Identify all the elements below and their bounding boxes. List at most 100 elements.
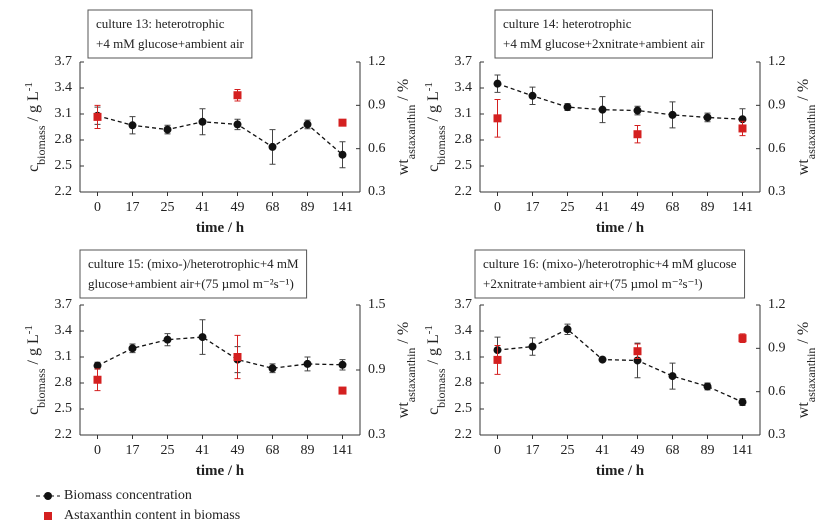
series-line [97,115,343,156]
y2-axis-label-part: astaxanthin [404,348,418,403]
y-axis-label-part: c [425,408,442,415]
y2-axis-label-part: astaxanthin [404,105,418,160]
y-tick-label: 2.8 [55,375,73,390]
y-tick-label: 2.2 [55,427,73,442]
data-point [668,110,677,119]
data-point [198,117,207,126]
y2-tick-label: 0.6 [768,384,786,399]
data-point [303,120,312,129]
x-tick-label: 68 [266,200,280,215]
y2-tick-label: 0.3 [768,427,786,442]
title-frame [474,249,746,299]
x-tick-label: 141 [732,200,753,215]
x-tick-label: 89 [701,443,715,458]
y-axis-label: cbiomass / g L-1 [23,82,48,172]
legend-label: Biomass concentration [64,488,192,503]
y-tick-label: 2.5 [55,158,73,173]
data-point [303,359,312,368]
x-tick-label: 68 [266,443,280,458]
data-point [163,125,172,134]
y-axis-label-part: / g L [25,334,42,368]
y-axis-label-part: biomass [434,125,448,165]
chart-title: culture 14: heterotrophic [503,16,632,31]
y-axis-label-part: c [425,165,442,172]
title-frame [494,9,713,59]
y-axis-label-part: -1 [423,325,435,334]
y2-tick-label: 0.9 [368,362,386,377]
data-point [233,91,242,100]
data-point [633,347,642,356]
data-point [93,361,102,370]
y-tick-label: 2.2 [55,184,73,199]
chart-title: culture 16: (mixo-)/heterotrophic+4 mM g… [483,256,737,271]
x-tick-label: 49 [631,200,645,215]
x-tick-label: 49 [631,443,645,458]
y2-axis-label-part: astaxanthin [804,105,818,160]
y-axis-label-part: biomass [34,125,48,165]
x-tick-label: 68 [666,443,680,458]
x-axis-label: time / h [596,220,645,236]
y-axis-label-part: c [25,165,42,172]
y2-tick-label: 0.3 [368,184,386,199]
x-tick-label: 89 [301,200,315,215]
x-tick-label: 25 [161,200,175,215]
legend-marker [44,492,52,500]
y-tick-label: 3.1 [455,349,473,364]
y2-axis-label-part: / % [395,322,412,348]
x-tick-label: 89 [301,443,315,458]
x-tick-label: 17 [126,443,140,458]
x-tick-label: 25 [561,200,575,215]
chart-title: +2xnitrate+ambient air+(75 µmol m⁻²s⁻¹) [483,276,703,291]
y2-tick-label: 1.5 [368,297,386,312]
x-tick-label: 41 [596,443,610,458]
x-tick-label: 0 [94,443,101,458]
y-tick-label: 3.1 [55,106,73,121]
x-tick-label: 89 [701,200,715,215]
y2-axis-label-part: astaxanthin [804,348,818,403]
data-point [338,150,347,159]
data-point [738,124,747,133]
x-axis-label: time / h [196,220,245,236]
data-point [738,398,747,407]
x-axis-label: time / h [196,463,245,479]
legend-marker [44,512,52,520]
y2-tick-label: 1.2 [768,54,786,69]
y2-tick-label: 1.2 [368,54,386,69]
y-tick-label: 3.4 [55,323,73,338]
y2-axis-label-part: wt [395,402,412,419]
y-axis-label: cbiomass / g L-1 [423,82,448,172]
y-axis-label-part: biomass [434,368,448,408]
y-axis-label-part: / g L [425,334,442,368]
data-point [563,103,572,112]
y-axis-label-part: biomass [34,368,48,408]
y-axis-label: cbiomass / g L-1 [23,325,48,415]
y-tick-label: 2.5 [455,401,473,416]
y2-axis-label-part: wt [795,159,812,176]
data-point [633,130,642,139]
y-tick-label: 2.8 [55,132,73,147]
y-tick-label: 3.1 [455,106,473,121]
y-tick-label: 3.4 [455,323,473,338]
x-tick-label: 17 [526,443,540,458]
y2-axis-label-part: / % [795,79,812,105]
data-point [598,105,607,114]
title-box: culture 14: heterotrophic +4 mM glucose+2… [494,9,713,59]
y-tick-label: 3.7 [455,54,473,69]
chart-title: +4 mM glucose+2xnitrate+ambient air [503,36,705,51]
data-point [93,375,102,384]
series-line [497,83,743,120]
y-tick-label: 3.4 [455,80,473,95]
y2-axis-label: wtastaxanthin / % [795,322,818,418]
y2-axis-label: wtastaxanthin / % [795,79,818,175]
y-tick-label: 2.5 [55,401,73,416]
y2-axis-label-part: / % [395,79,412,105]
x-tick-label: 141 [332,443,353,458]
data-point [128,121,137,130]
y-tick-label: 2.2 [455,427,473,442]
x-tick-label: 0 [494,200,501,215]
y2-tick-label: 0.3 [368,427,386,442]
y2-tick-label: 1.2 [768,297,786,312]
data-point [528,342,537,351]
y2-tick-label: 0.9 [368,98,386,113]
